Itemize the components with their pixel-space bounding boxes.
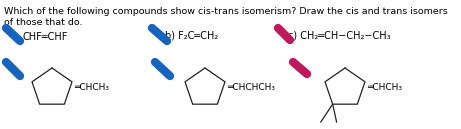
Text: CHF═CHF: CHF═CHF	[22, 32, 67, 42]
Text: ═CHCH₃: ═CHCH₃	[74, 83, 109, 92]
Text: ═CHCHCH₃: ═CHCHCH₃	[227, 83, 275, 92]
Text: ═CHCH₃: ═CHCH₃	[367, 83, 402, 92]
Text: of those that do.: of those that do.	[4, 18, 83, 27]
Text: Which of the following compounds show cis-trans isomerism? Draw the cis and tran: Which of the following compounds show ci…	[4, 7, 448, 16]
Text: b) F₂C═CH₂: b) F₂C═CH₂	[165, 31, 218, 41]
Text: c) CH₂═CH−CH₂−CH₃: c) CH₂═CH−CH₂−CH₃	[288, 31, 390, 41]
